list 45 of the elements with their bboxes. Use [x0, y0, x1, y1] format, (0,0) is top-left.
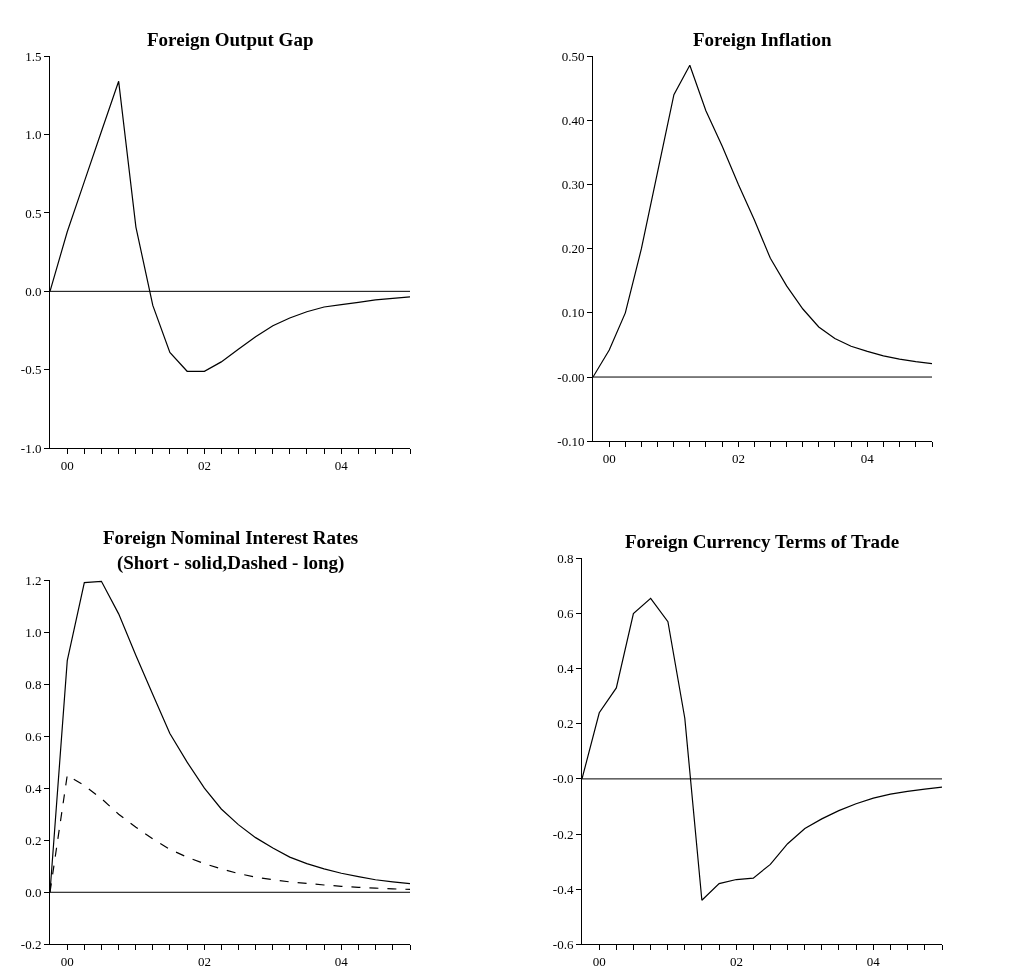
x-tick-label: 02 — [731, 450, 745, 466]
y-tick-label: 0.30 — [561, 177, 585, 193]
y-tick-label: 0.4 — [557, 661, 574, 677]
y-tick-label: 0.6 — [557, 606, 574, 622]
y-tick-label: -0.0 — [552, 771, 574, 787]
y-tick-label: 1.2 — [25, 572, 42, 588]
y-tick-label: 0.8 — [25, 676, 42, 692]
x-tick-label: 04 — [334, 457, 349, 473]
chart-title: Foreign Output Gap — [147, 29, 314, 50]
y-tick-label: -0.6 — [552, 936, 574, 952]
x-tick-label: 02 — [729, 953, 743, 969]
y-tick-label: -0.00 — [557, 369, 585, 385]
y-tick-label: 0.5 — [25, 205, 42, 221]
y-tick-label: 0.10 — [561, 305, 585, 321]
y-tick-label: 0.8 — [557, 550, 574, 566]
x-tick-label: 04 — [866, 953, 881, 969]
y-tick-label: 0.40 — [561, 112, 585, 128]
x-tick-label: 00 — [592, 953, 606, 969]
chart-title: Foreign Inflation — [693, 29, 832, 50]
y-tick-label: 0.2 — [25, 832, 42, 848]
x-tick-label: 02 — [197, 953, 211, 969]
y-tick-label: -0.2 — [20, 936, 42, 952]
x-tick-label: 04 — [334, 953, 349, 969]
y-tick-label: 0.4 — [25, 780, 42, 796]
y-tick-label: -0.5 — [20, 362, 42, 378]
x-tick-label: 00 — [60, 953, 74, 969]
y-tick-label: 1.0 — [25, 127, 42, 143]
y-tick-label: 0.50 — [561, 48, 585, 64]
y-tick-label: 0.20 — [561, 241, 585, 257]
x-tick-label: 04 — [860, 450, 875, 466]
y-tick-label: 1.0 — [25, 624, 42, 640]
y-tick-label: 0.0 — [25, 283, 42, 299]
chart-title: Foreign Currency Terms of Trade — [625, 531, 900, 552]
y-tick-label: 0.0 — [25, 884, 42, 900]
x-tick-label: 00 — [60, 457, 74, 473]
x-tick-label: 00 — [602, 450, 616, 466]
y-tick-label: -0.2 — [552, 826, 574, 842]
chart-title: Foreign Nominal Interest Rates (Short - solid,Dashed - long) — [103, 527, 359, 574]
y-tick-label: 0.2 — [557, 716, 574, 732]
y-tick-label: 1.5 — [25, 48, 42, 64]
y-tick-label: -0.4 — [552, 881, 574, 897]
y-tick-label: -1.0 — [20, 440, 42, 456]
x-tick-label: 02 — [197, 457, 211, 473]
y-tick-label: -0.10 — [557, 433, 585, 449]
y-tick-label: 0.6 — [25, 728, 42, 744]
